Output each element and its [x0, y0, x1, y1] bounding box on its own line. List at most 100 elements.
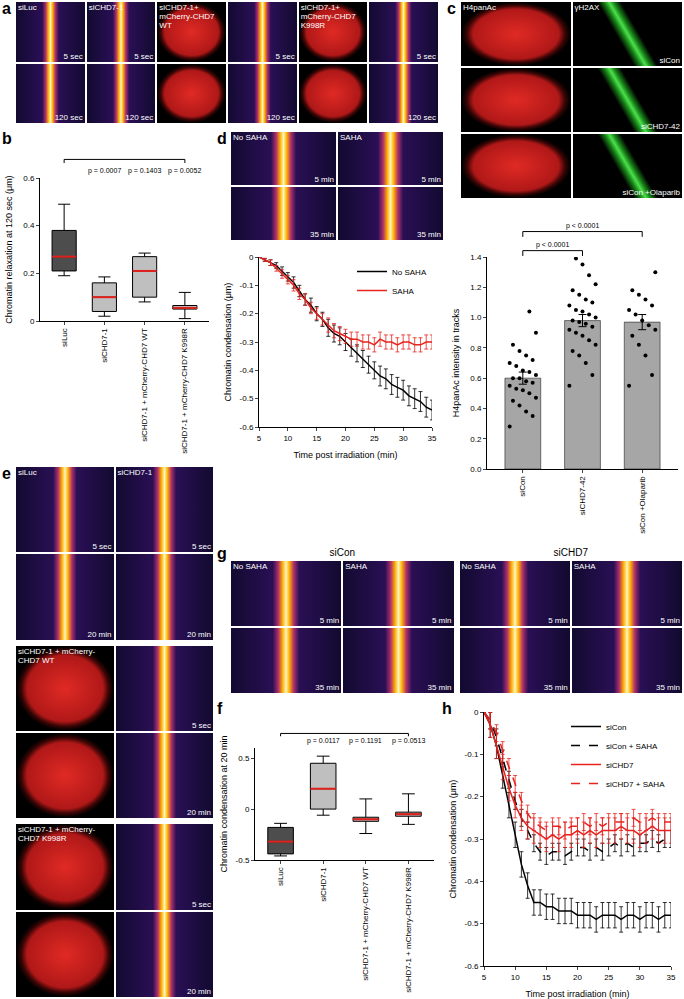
svg-text:1.0: 1.0	[470, 313, 482, 322]
svg-text:siCHD7: siCHD7	[606, 761, 634, 770]
html-text:siCHD7: siCHD7	[553, 547, 588, 558]
svg-text:0.4: 0.4	[470, 404, 482, 413]
svg-text:0.2: 0.2	[23, 269, 35, 278]
svg-text:0.8: 0.8	[470, 344, 482, 353]
svg-text:25: 25	[370, 434, 379, 443]
svg-text:5: 5	[257, 434, 262, 443]
svg-text:0: 0	[245, 805, 250, 814]
html-text:h: h	[442, 700, 452, 717]
svg-text:siCon: siCon	[606, 723, 626, 732]
svg-text:-0.1: -0.1	[465, 750, 479, 759]
svg-text:-0.6: -0.6	[240, 423, 254, 432]
svg-text:siCon + SAHA: siCon + SAHA	[606, 742, 658, 751]
svg-text:15: 15	[312, 434, 321, 443]
html-text:5 sec: 5 sec	[191, 542, 211, 552]
svg-text:35: 35	[428, 434, 437, 443]
svg-text:H4panAc intensity in tracks: H4panAc intensity in tracks	[451, 308, 461, 417]
svg-text:-0.4: -0.4	[465, 877, 479, 886]
svg-text:0: 0	[30, 317, 35, 326]
svg-text:-0.5: -0.5	[236, 856, 250, 865]
svg-text:siCHD7-42: siCHD7-42	[578, 476, 587, 516]
svg-text:siCHD7-1: siCHD7-1	[319, 867, 328, 902]
svg-text:siLuc: siLuc	[60, 328, 69, 347]
svg-text:10: 10	[511, 973, 520, 982]
svg-text:1.4: 1.4	[470, 253, 482, 262]
svg-text:siCHD7-1 + mCherry-CHD7 K998R: siCHD7-1 + mCherry-CHD7 K998R	[180, 328, 189, 454]
svg-text:30: 30	[399, 434, 408, 443]
html-text:siCHD7-1 + mCherry-CHD7 WT: siCHD7-1 + mCherry-CHD7 WT	[18, 646, 96, 665]
svg-text:p = 0.0007: p = 0.0007	[88, 167, 121, 175]
html-text:siCHD7-1: siCHD7-1	[88, 3, 124, 12]
svg-text:35: 35	[667, 973, 676, 982]
svg-text:Chromatin condensation (μm): Chromatin condensation (μm)	[448, 780, 458, 899]
svg-text:SAHA: SAHA	[392, 287, 414, 296]
svg-text:25: 25	[604, 973, 613, 982]
svg-text:5: 5	[482, 973, 487, 982]
html-text:5 sec: 5 sec	[416, 51, 436, 61]
html-text:5 sec: 5 sec	[191, 899, 211, 909]
html-text:5 sec: 5 sec	[275, 51, 295, 61]
html-text:120 sec: 120 sec	[54, 113, 83, 122]
svg-text:-0.2: -0.2	[465, 792, 479, 801]
svg-text:15: 15	[542, 973, 551, 982]
svg-text:siCHD7-1 + mCherry-CHD7 WT: siCHD7-1 + mCherry-CHD7 WT	[140, 328, 149, 442]
svg-text:20: 20	[573, 973, 582, 982]
svg-text:1.2: 1.2	[470, 283, 482, 292]
svg-text:Time post irradiation (min): Time post irradiation (min)	[525, 989, 629, 999]
svg-text:-0.1: -0.1	[240, 281, 254, 290]
svg-text:0.2: 0.2	[470, 435, 482, 444]
svg-text:0.6: 0.6	[470, 374, 482, 383]
svg-text:-0.6: -0.6	[465, 962, 479, 971]
html-text:5 sec: 5 sec	[134, 51, 154, 61]
svg-text:Chromatin relaxation at 120 se: Chromatin relaxation at 120 sec (μm)	[4, 175, 14, 323]
svg-text:p = 0.1191: p = 0.1191	[349, 737, 382, 745]
svg-text:0.0: 0.0	[470, 465, 482, 474]
svg-text:-0.3: -0.3	[465, 835, 479, 844]
svg-text:0: 0	[474, 708, 479, 717]
svg-text:p < 0.0001: p < 0.0001	[536, 241, 569, 249]
svg-text:siCHD7-1 + mCherry-CHD7 K998R: siCHD7-1 + mCherry-CHD7 K998R	[404, 867, 413, 993]
svg-text:Chromatin condensation (μm): Chromatin condensation (μm)	[223, 283, 233, 402]
svg-text:p = 0.0052: p = 0.0052	[168, 167, 201, 175]
svg-text:10: 10	[283, 434, 292, 443]
svg-text:-0.4: -0.4	[240, 366, 254, 375]
svg-text:-0.2: -0.2	[240, 309, 254, 318]
html-text:siCHD7-1+ mCherry-CHD7 WT: siCHD7-1+ mCherry-CHD7 WT	[159, 3, 215, 30]
html-text:20 min: 20 min	[87, 629, 112, 639]
svg-text:p = 0.0513: p = 0.0513	[392, 737, 425, 745]
svg-text:p = 0.0117: p = 0.0117	[307, 737, 340, 745]
html-text:siLuc: siLuc	[18, 3, 37, 12]
svg-text:-0.3: -0.3	[240, 338, 254, 347]
html-text:siCHD7-1 + mCherry-CHD7 K998R: siCHD7-1 + mCherry-CHD7 K998R	[18, 825, 96, 844]
html-text:20 min: 20 min	[187, 629, 211, 639]
html-text:siCon: siCon	[329, 547, 355, 558]
svg-text:30: 30	[635, 973, 644, 982]
svg-text:siCon: siCon	[518, 476, 527, 496]
svg-text:-0.5: -0.5	[240, 394, 254, 403]
svg-text:No SAHA: No SAHA	[392, 268, 427, 277]
svg-text:siLuc: siLuc	[276, 867, 285, 886]
html-text:d: d	[217, 130, 227, 147]
svg-text:p = 0.1403: p = 0.1403	[128, 167, 161, 175]
svg-text:0.4: 0.4	[23, 221, 35, 230]
html-text:5 sec: 5 sec	[92, 542, 112, 552]
html-text:siCHD7-1+ mCherry-CHD7 K998R: siCHD7-1+ mCherry-CHD7 K998R	[300, 3, 356, 30]
svg-text:0: 0	[249, 253, 254, 262]
svg-text:20: 20	[341, 434, 350, 443]
svg-text:p < 0.0001: p < 0.0001	[566, 222, 599, 230]
svg-text:-0.5: -0.5	[465, 919, 479, 928]
svg-text:siCHD7 + SAHA: siCHD7 + SAHA	[606, 780, 665, 789]
svg-text:siCHD7-1: siCHD7-1	[100, 328, 109, 363]
svg-text:0.6: 0.6	[23, 174, 35, 183]
html-text:120 sec: 120 sec	[125, 113, 154, 122]
svg-text:0.5: 0.5	[238, 754, 250, 763]
svg-text:Time post irradiation (min): Time post irradiation (min)	[293, 450, 397, 460]
html-text:g: g	[217, 545, 227, 562]
svg-text:siCon +Olaparib: siCon +Olaparib	[638, 476, 647, 534]
html-text:5 sec: 5 sec	[63, 51, 83, 61]
svg-text:Chromatin condensation at 20 m: Chromatin condensation at 20 min	[219, 735, 229, 872]
html-text:a: a	[2, 0, 11, 17]
html-text:20 min: 20 min	[187, 808, 211, 818]
svg-text:siCHD7-1 + mCherry-CHD7 WT: siCHD7-1 + mCherry-CHD7 WT	[361, 867, 370, 981]
html-text:b: b	[2, 130, 12, 147]
